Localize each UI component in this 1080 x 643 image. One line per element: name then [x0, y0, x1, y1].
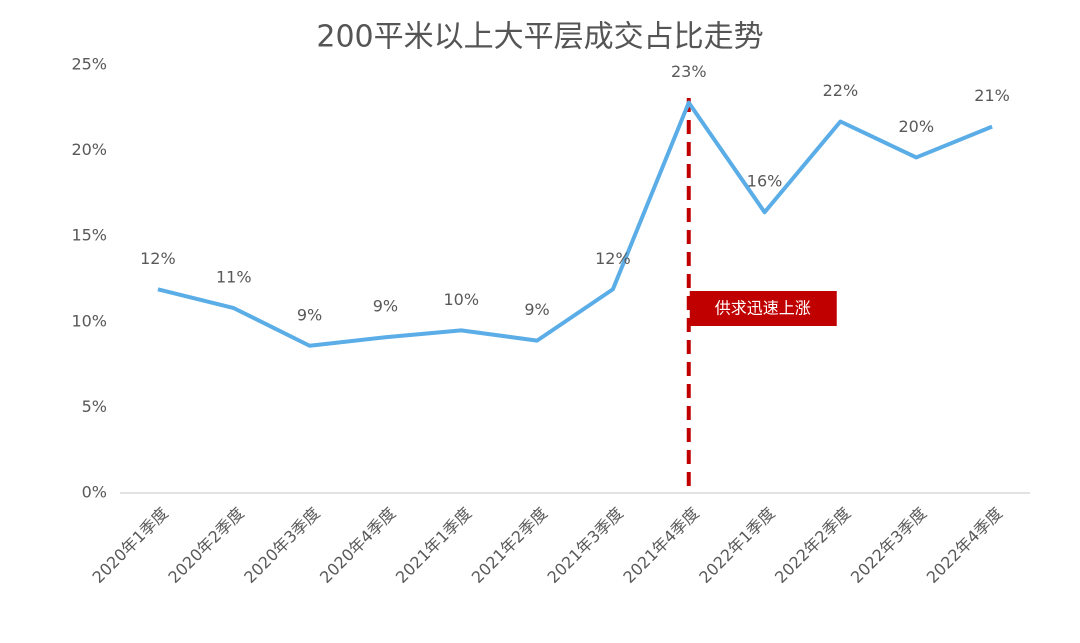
x-tick-label: 2020年1季度: [89, 504, 172, 587]
annotation-text: 供求迅速上涨: [715, 299, 811, 318]
data-label: 11%: [216, 268, 252, 287]
x-tick-label: 2022年2季度: [771, 504, 854, 587]
y-tick-label: 0%: [82, 483, 107, 502]
x-tick-label: 2021年2季度: [468, 504, 551, 587]
data-label: 12%: [140, 249, 176, 268]
y-tick-label: 5%: [82, 397, 107, 416]
x-tick-label: 2020年4季度: [316, 504, 399, 587]
data-label: 10%: [443, 290, 479, 309]
data-label: 23%: [671, 62, 707, 81]
y-tick-label: 25%: [71, 55, 107, 74]
x-tick-label: 2020年2季度: [164, 504, 247, 587]
data-label: 12%: [595, 249, 631, 268]
data-label: 22%: [823, 81, 859, 100]
y-tick-label: 15%: [71, 226, 107, 245]
x-tick-label: 2021年1季度: [392, 504, 475, 587]
chart-title: 200平米以上大平层成交占比走势: [316, 20, 763, 55]
x-tick-label: 2021年4季度: [619, 504, 702, 587]
data-label: 16%: [747, 172, 783, 191]
x-tick-label: 2022年3季度: [847, 504, 930, 587]
x-tick-label: 2022年1季度: [695, 504, 778, 587]
annotation-box: [689, 291, 837, 326]
data-label: 20%: [898, 117, 934, 136]
y-tick-label: 10%: [71, 311, 107, 330]
data-label: 9%: [297, 305, 322, 324]
x-tick-label: 2020年3季度: [240, 504, 323, 587]
data-label: 9%: [524, 300, 549, 319]
line: [157, 100, 993, 348]
data-label: 9%: [373, 297, 398, 316]
x-tick-label: 2021年3季度: [544, 504, 627, 587]
x-tick-label: 2022年4季度: [923, 504, 1006, 587]
data-label: 21%: [974, 86, 1010, 105]
y-tick-label: 20%: [71, 140, 107, 159]
